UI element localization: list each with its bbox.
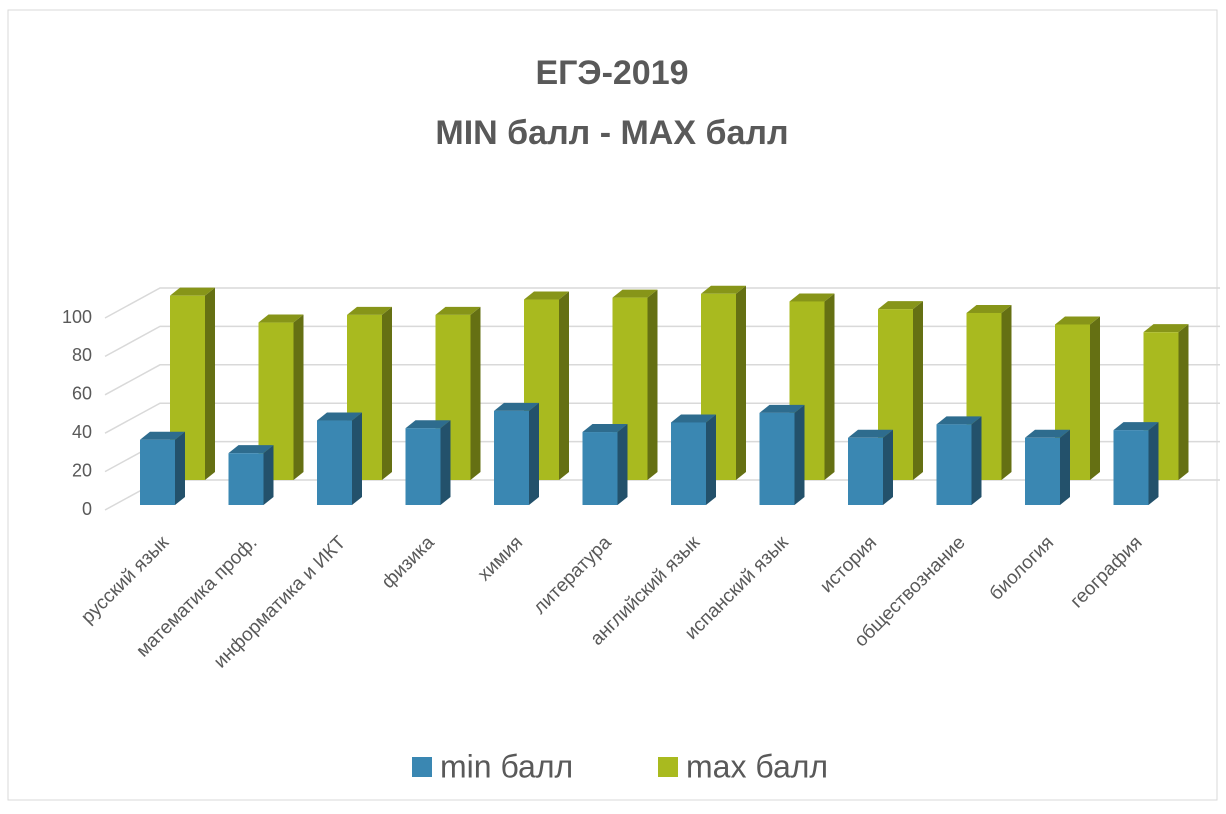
bar-front [228,453,264,505]
bar-front [1113,430,1149,505]
bar-top [405,420,451,429]
bar-top [1025,429,1070,438]
bar-front [582,432,618,505]
bar-side [824,293,835,480]
bar-top [878,301,923,310]
bar-top [317,412,362,421]
bar-side [175,431,185,505]
bar-side [971,416,982,505]
bar-top [936,416,982,425]
bar-side [1001,304,1012,480]
y-tick-label: 40 [72,422,92,442]
bar-side [470,306,481,480]
bar-side [293,314,304,480]
legend-swatch [412,757,432,777]
bar-side [706,414,716,505]
bar [405,420,451,505]
bar-top [582,424,628,433]
bar [140,431,185,505]
bar [1025,429,1070,505]
bar-side [1148,422,1159,505]
bar-side [205,287,215,480]
bar-side [647,289,658,480]
bar-side [736,285,746,480]
bar-front [140,439,175,505]
legend-label: min балл [440,748,573,784]
bar-top [228,445,274,454]
bar-top [494,402,539,411]
y-tick-label: 100 [62,307,92,327]
bar-side [1060,429,1070,505]
bar [582,424,628,505]
bar [759,404,805,505]
y-tick-label: 0 [82,499,92,519]
bar-top [612,289,658,298]
bar [228,445,274,505]
bar-top [1113,422,1159,431]
bar-side [382,306,392,480]
bar-side [617,424,628,505]
bar-top [170,287,215,296]
bar-top [966,304,1012,313]
bar [701,285,746,480]
bar-side [352,412,362,505]
bar [1113,422,1159,505]
chart-title: MIN балл - MAX балл [435,114,788,152]
bar-side [1090,316,1100,480]
bar [317,412,362,505]
bar-top [1143,324,1189,333]
grid-line [104,402,1220,434]
grid-line [104,364,1220,396]
bar-side [1178,324,1189,480]
bar [494,402,539,505]
bar-front [848,437,883,505]
bar-top [140,431,185,440]
bar [936,416,982,505]
bar-top [701,285,746,294]
bar-front [1025,437,1060,505]
bar-front [936,424,972,505]
grid-line [104,287,1220,319]
y-tick-label: 60 [72,384,92,404]
grid-line [104,325,1220,358]
y-tick-label: 80 [72,345,92,365]
legend-label: max балл [686,748,828,784]
legend-swatch [658,757,678,777]
bar-side [263,445,274,505]
bar-top [347,306,392,315]
bar-side [883,429,893,505]
bar-front [494,410,529,505]
bar-top [671,414,716,423]
bar-side [559,291,569,480]
bar-top [789,293,835,302]
bar-top [759,404,805,413]
bar-top [524,291,569,300]
bar-top [1055,316,1100,325]
bar-top [258,314,304,323]
bar-front [671,422,706,505]
bar [848,429,893,505]
bar-side [913,301,923,480]
bar-front [405,428,441,505]
bar-top [435,306,481,315]
bar-front [759,412,795,505]
bar-side [529,402,539,505]
bar-front [317,420,352,505]
bar-top [848,429,893,438]
y-tick-label: 20 [72,460,92,480]
bar [671,414,716,505]
bar-side [794,404,805,505]
chart-title: ЕГЭ-2019 [535,54,688,92]
bar-side [440,420,451,505]
